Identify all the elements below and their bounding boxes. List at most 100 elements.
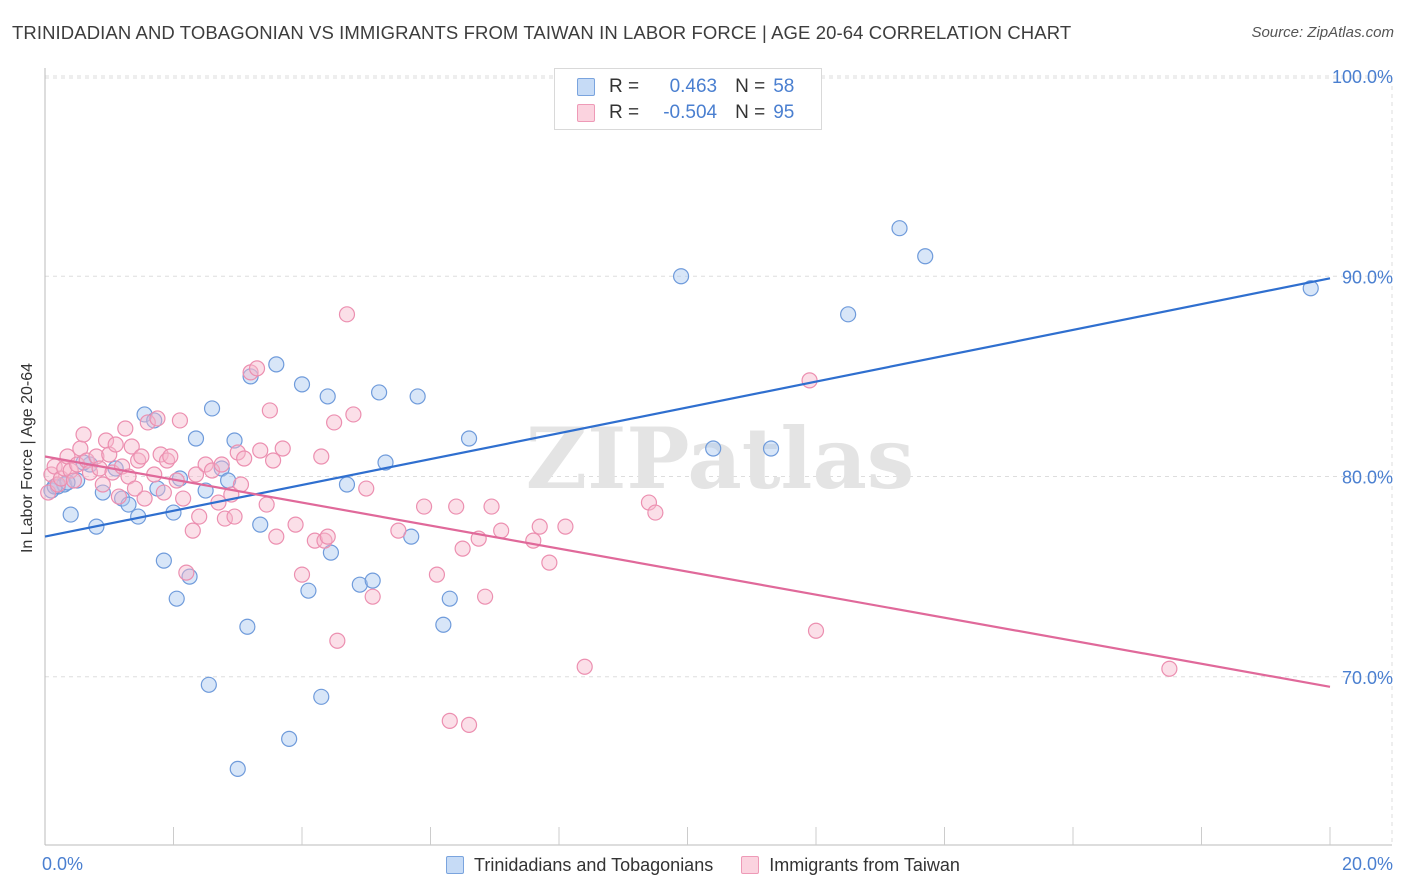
point-taiwan <box>226 508 243 525</box>
y-axis-label: In Labor Force | Age 20-64 <box>19 362 36 554</box>
point-taiwan <box>531 518 548 535</box>
point-trinidadian <box>229 760 246 778</box>
point-taiwan <box>252 442 269 459</box>
point-taiwan <box>236 450 253 467</box>
n-label: N = <box>735 102 766 123</box>
point-taiwan <box>807 622 825 639</box>
trend-line-taiwan <box>44 455 1331 688</box>
point-trinidadian <box>168 590 185 607</box>
point-taiwan <box>155 484 172 501</box>
point-trinidadian <box>409 388 426 405</box>
point-taiwan <box>326 414 343 431</box>
point-taiwan <box>460 716 478 733</box>
point-taiwan <box>576 658 593 675</box>
pink-swatch-icon <box>741 856 760 874</box>
point-taiwan <box>483 498 500 515</box>
point-taiwan <box>213 456 230 473</box>
point-taiwan <box>162 448 179 465</box>
point-taiwan <box>123 438 140 455</box>
point-taiwan <box>229 444 246 461</box>
point-taiwan <box>203 462 221 479</box>
r-label: R = <box>609 102 640 123</box>
point-trinidadian <box>293 376 311 393</box>
point-taiwan <box>319 528 336 545</box>
legend-row-trinidadians: R = 0.463 N = 58 <box>577 75 794 99</box>
point-taiwan <box>62 462 79 479</box>
point-taiwan <box>274 440 291 457</box>
point-taiwan <box>358 480 375 497</box>
legend-label: Immigrants from Taiwan <box>769 854 960 875</box>
point-taiwan <box>268 528 285 545</box>
legend-item-trinidadians: Trinidadians and Tobagonians <box>446 855 713 876</box>
point-taiwan <box>117 420 134 437</box>
point-trinidadian <box>252 516 269 533</box>
point-taiwan <box>149 410 166 427</box>
point-trinidadian <box>917 248 934 265</box>
x-tick-label: 20.0% <box>1342 854 1393 874</box>
point-trinidadian <box>441 590 458 607</box>
point-trinidadian <box>371 384 388 401</box>
point-trinidadian <box>364 572 381 589</box>
source-note: Source: ZipAtlas.com <box>1251 24 1394 41</box>
point-taiwan <box>1161 660 1178 677</box>
point-trinidadian <box>187 430 205 447</box>
legend-item-taiwan: Immigrants from Taiwan <box>741 855 960 876</box>
y-tick-label: 70.0% <box>1342 668 1393 688</box>
point-taiwan <box>338 306 356 323</box>
point-taiwan <box>493 522 510 539</box>
point-taiwan <box>187 466 205 483</box>
point-taiwan <box>441 712 458 729</box>
n-value: 58 <box>773 76 795 97</box>
point-trinidadian <box>155 552 172 569</box>
point-taiwan <box>287 516 304 533</box>
point-trinidadian <box>1302 280 1319 297</box>
point-taiwan <box>345 406 362 423</box>
point-taiwan <box>477 588 494 605</box>
point-taiwan <box>191 508 208 525</box>
point-trinidadian <box>226 432 243 449</box>
legend-row-taiwan: R = -0.504 N = 95 <box>577 101 794 125</box>
correlation-legend: R = 0.463 N = 58 R = -0.504 N = 95 <box>554 68 822 130</box>
tick-labels: 70.0% 80.0% 90.0% 100.0% 0.0% 20.0% <box>42 67 1393 874</box>
point-trinidadian <box>338 476 356 493</box>
blue-swatch-icon <box>577 78 595 96</box>
point-taiwan <box>329 632 346 649</box>
point-taiwan <box>101 446 118 463</box>
point-taiwan <box>248 360 266 377</box>
n-label: N = <box>735 76 766 97</box>
point-taiwan <box>197 456 214 473</box>
point-trinidadian <box>300 582 317 599</box>
point-trinidadian <box>705 440 722 457</box>
point-taiwan <box>448 498 465 515</box>
point-trinidadian <box>203 400 221 417</box>
point-taiwan <box>133 448 150 465</box>
point-taiwan <box>390 522 407 539</box>
point-taiwan <box>126 480 144 497</box>
point-trinidadian <box>460 430 478 447</box>
point-taiwan <box>75 426 92 443</box>
point-taiwan <box>178 564 195 581</box>
point-trinidadian <box>672 268 690 285</box>
point-taiwan <box>261 402 278 419</box>
point-taiwan <box>65 472 83 489</box>
point-taiwan <box>428 566 446 583</box>
point-trinidadian <box>891 220 908 237</box>
point-taiwan <box>152 446 169 463</box>
point-taiwan <box>801 372 818 389</box>
point-taiwan <box>313 448 330 465</box>
point-trinidadian <box>377 454 394 471</box>
point-taiwan <box>216 510 233 527</box>
point-trinidadian <box>136 406 153 423</box>
point-taiwan <box>364 588 381 605</box>
point-taiwan <box>557 518 574 535</box>
point-trinidadian <box>319 388 336 405</box>
r-value: 0.463 <box>669 76 718 97</box>
point-taiwan <box>175 490 192 507</box>
point-taiwan <box>454 540 471 557</box>
point-trinidadian <box>281 730 298 747</box>
point-taiwan <box>293 566 311 583</box>
point-trinidadian <box>351 576 368 593</box>
point-trinidadian <box>840 306 857 323</box>
trend-line-trinidadians <box>44 277 1331 538</box>
